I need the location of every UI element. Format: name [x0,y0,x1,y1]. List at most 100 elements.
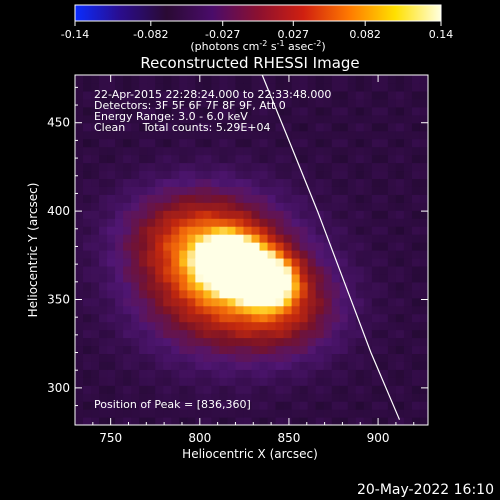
heatmap-cell [379,210,389,219]
heatmap-cell [235,385,245,394]
heatmap-cell [147,377,156,386]
heatmap-cell [315,385,325,394]
heatmap-cell [323,186,333,195]
heatmap-cell [131,337,140,347]
heatmap-cell [91,234,100,243]
heatmap-cell [243,401,253,410]
heatmap-cell [387,122,397,132]
heatmap-cell [219,273,229,283]
heatmap-cell [235,234,245,243]
heatmap-cell [139,297,148,307]
heatmap-cell [195,82,204,92]
heatmap-cell [379,194,389,203]
heatmap-cell [411,194,421,203]
heatmap-cell [275,337,285,347]
heatmap-cell [259,170,269,180]
heatmap-cell [291,75,301,84]
heatmap-cell [171,234,180,243]
heatmap-cell [123,122,132,132]
heatmap-cell [75,210,84,219]
heatmap-cell [203,329,212,339]
heatmap-cell [307,321,317,331]
heatmap-cell [371,393,381,402]
heatmap-cell [211,393,221,402]
heatmap-cell [291,90,301,100]
heatmap-cell [331,146,341,156]
heatmap-cell [115,122,124,132]
heatmap-cell [171,90,180,100]
heatmap-cell [99,297,108,307]
heatmap-cell [235,281,245,291]
heatmap-cell [187,257,196,267]
colorbar-tick-label: 0.027 [278,28,310,41]
heatmap-cell [307,242,317,251]
heatmap-cell [227,146,237,156]
heatmap-cell [83,257,92,267]
heatmap-cell [75,138,84,148]
heatmap-cell [251,385,261,394]
heatmap-cell [139,82,148,92]
heatmap-cell [91,146,100,156]
heatmap-cell [83,345,92,355]
heatmap-cell [259,122,269,132]
heatmap-cell [259,114,269,124]
heatmap-cell [187,337,196,347]
heatmap-cell [283,234,293,243]
heatmap-cell [267,265,277,275]
heatmap-cell [131,297,140,307]
heatmap-cell [147,218,156,227]
heatmap-cell [363,202,373,211]
heatmap-cell [371,122,381,132]
heatmap-cell [259,337,269,347]
heatmap-cell [195,385,204,394]
heatmap-cell [259,90,269,100]
heatmap-cell [187,369,196,378]
heatmap-cell [147,170,156,180]
heatmap-cell [203,90,212,100]
heatmap-cell [419,146,428,156]
heatmap-cell [99,361,108,370]
heatmap-cell [363,250,373,259]
heatmap-cell [379,265,389,275]
heatmap-cell [307,257,317,267]
heatmap-cell [283,98,293,108]
heatmap-cell [219,329,229,339]
heatmap-cell [323,321,333,331]
heatmap-cell [379,234,389,243]
heatmap-cell [259,281,269,291]
heatmap-cell [387,234,397,243]
y-tick-label: 400 [47,204,70,218]
heatmap-cell [131,234,140,243]
heatmap-cell [179,75,188,84]
heatmap-cell [267,401,277,410]
heatmap-cell [115,242,124,251]
heatmap-cell [347,242,357,251]
heatmap-cell [371,305,381,315]
heatmap-cell [107,289,116,299]
heatmap-cell [227,226,237,235]
heatmap-cell [267,82,277,92]
heatmap-cell [395,369,405,378]
heatmap-cell [139,409,148,418]
heatmap-cell [387,75,397,84]
heatmap-cell [107,98,116,108]
heatmap-cell [155,401,164,410]
heatmap-cell [107,393,116,402]
heatmap-cell [339,337,349,347]
heatmap-cell [91,409,100,418]
heatmap-cell [403,265,413,275]
heatmap-cell [387,401,397,410]
heatmap-cell [203,138,212,148]
heatmap-cell [363,337,373,347]
heatmap-cell [267,321,277,331]
heatmap-cell [355,178,365,187]
heatmap-cell [131,170,140,180]
heatmap-cell [155,313,164,323]
heatmap-cell [83,122,92,132]
heatmap-cell [331,162,341,172]
heatmap-cell [147,273,156,283]
heatmap-cell [179,289,188,299]
heatmap-cell [131,114,140,124]
heatmap-cell [107,337,116,347]
heatmap-cell [83,281,92,291]
